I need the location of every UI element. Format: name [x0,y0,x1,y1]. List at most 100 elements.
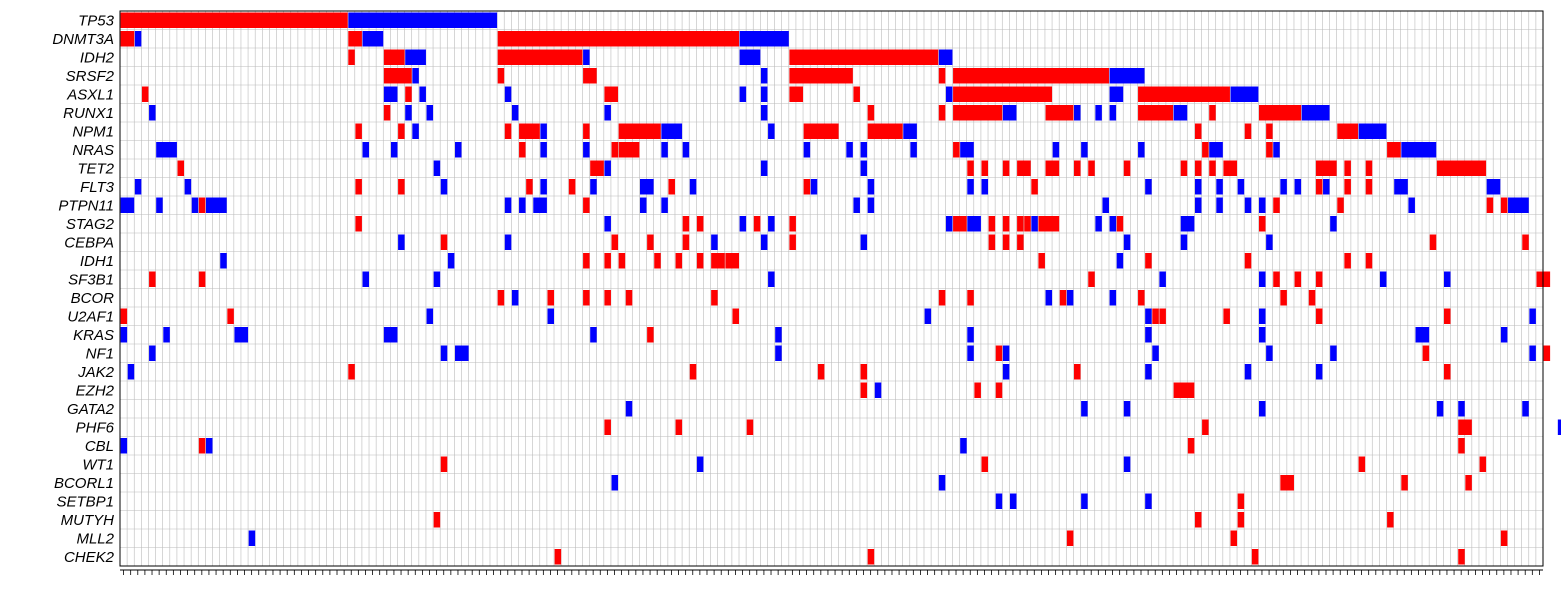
mutation-cell-stag2 [1024,216,1031,232]
mutation-cell-nras [803,142,811,158]
plot-frame [119,10,1544,567]
mutation-cell-sf3b1 [1273,271,1280,287]
mutation-cell-dnmt3a [120,31,135,47]
mutation-cell-stag2 [604,216,611,232]
mutation-cell-tet2 [1017,160,1031,176]
mutation-cell-asxl1 [504,86,512,102]
mutation-cell-flt3 [1294,179,1302,195]
mutation-cell-bcor [1280,290,1287,306]
mutation-cell-runx1 [383,105,391,121]
mutation-cell-nras [1138,142,1145,158]
mutation-cell-tet2 [1002,160,1010,176]
gene-label-npm1: NPM1 [72,123,114,140]
mutation-cell-wt1 [696,456,704,472]
mutation-cell-nf1 [967,345,974,361]
mutation-cell-stag2 [753,216,761,232]
mutation-cell-idh2 [789,49,939,65]
mutation-cell-cebpa [682,234,690,250]
mutation-cell-asxl1 [1138,86,1230,102]
mutation-cell-nf1 [1330,345,1337,361]
mutation-cell-bcor [1066,290,1074,306]
mutation-cell-npm1 [504,123,512,139]
mutation-cell-nf1 [1422,345,1430,361]
mutation-cell-stag2 [1002,216,1010,232]
mutation-cell-runx1 [1045,105,1074,121]
mutation-cell-asxl1 [419,86,426,102]
mutation-cell-u2af1 [1159,308,1166,324]
mutation-cell-setbp1 [1081,493,1088,509]
mutation-cell-idh2 [583,49,590,65]
mutation-cell-nras [540,142,547,158]
mutation-cell-npm1 [355,123,362,139]
mutation-cell-kras [1500,327,1508,343]
mutation-cell-flt3 [1031,179,1038,195]
mutation-cell-kras [1415,327,1430,343]
mutation-cell-ptpn11 [1500,197,1508,213]
mutation-cell-srsf2 [760,68,768,84]
mutation-cell-stag2 [696,216,704,232]
gene-label-mll2: MLL2 [76,530,114,547]
mutation-cell-gata2 [1259,401,1266,417]
mutation-cell-bcor [938,290,946,306]
mutation-cell-dnmt3a [348,31,362,47]
mutation-cell-cbl [198,438,206,454]
mutation-cell-kras [163,327,170,343]
mutation-cell-nf1 [1266,345,1273,361]
mutation-cell-ptpn11 [583,197,590,213]
mutation-cell-flt3 [355,179,362,195]
mutation-cell-stag2 [1095,216,1102,232]
mutation-cell-asxl1 [760,86,768,102]
mutation-cell-jak2 [689,364,697,380]
mutation-cell-jak2 [1002,364,1010,380]
mutation-cell-stag2 [1038,216,1060,232]
mutation-cell-mutyh [1387,512,1394,528]
mutation-cell-ptpn11 [156,197,163,213]
mutation-cell-npm1 [618,123,661,139]
mutation-cell-bcor [1308,290,1316,306]
mutation-cell-ptpn11 [1508,197,1529,213]
mutation-cell-flt3 [1145,179,1152,195]
mutation-cell-srsf2 [789,68,853,84]
mutation-cell-u2af1 [1443,308,1451,324]
mutation-cell-kras [1259,327,1266,343]
mutation-cell-cebpa [988,234,996,250]
mutation-cell-idh2 [348,49,355,65]
mutation-cell-setbp1 [1237,493,1245,509]
mutation-cell-mll2 [248,530,256,546]
mutation-cell-asxl1 [1109,86,1124,102]
mutation-cell-flt3 [440,179,448,195]
mutation-cell-u2af1 [426,308,434,324]
mutation-cell-idh1 [696,253,704,269]
mutation-cell-setbp1 [1009,493,1017,509]
mutation-cell-tet2 [1123,160,1131,176]
mutation-cell-bcor [1109,290,1117,306]
gene-label-setbp1: SETBP1 [56,493,114,510]
mutation-cell-flt3 [1486,179,1501,195]
mutation-cell-asxl1 [405,86,412,102]
mutation-cell-wt1 [1358,456,1366,472]
mutation-cell-jak2 [1244,364,1252,380]
mutation-cell-kras [647,327,654,343]
mutation-cell-cbl [1458,438,1465,454]
mutation-cell-setbp1 [1145,493,1152,509]
mutation-cell-npm1 [903,123,917,139]
mutation-cell-asxl1 [383,86,398,102]
mutation-cell-asxl1 [141,86,149,102]
mutation-cell-ezh2 [974,382,981,398]
mutation-cell-phf6 [675,419,683,435]
mutation-cell-runx1 [760,105,768,121]
mutation-cell-u2af1 [120,308,128,324]
mutation-cell-npm1 [1244,123,1252,139]
mutation-cell-phf6 [604,419,611,435]
mutation-cell-npm1 [540,123,547,139]
mutation-cell-cebpa [1522,234,1529,250]
mutation-cell-bcor [497,290,505,306]
mutation-cell-nras [661,142,668,158]
mutation-cell-bcorl1 [1465,475,1472,491]
mutation-cell-jak2 [817,364,825,380]
mutation-cell-kras [120,327,128,343]
mutation-cell-tet2 [604,160,611,176]
mutation-cell-stag2 [1259,216,1266,232]
mutation-cell-runx1 [1209,105,1216,121]
mutation-cell-stag2 [682,216,690,232]
